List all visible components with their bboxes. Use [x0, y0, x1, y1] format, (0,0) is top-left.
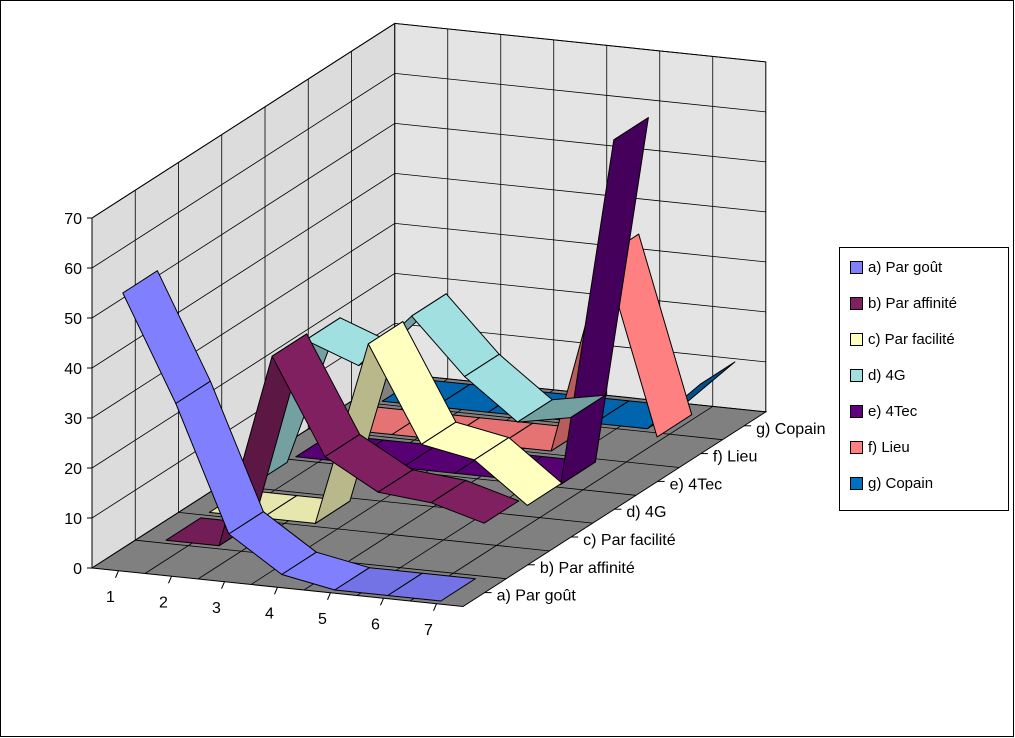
value-tick-label: 10 — [64, 511, 82, 528]
ribbon-segment — [560, 117, 649, 485]
legend-item-g: g) Copain — [850, 473, 933, 493]
category-tick — [274, 587, 278, 595]
category-tick — [115, 570, 119, 578]
legend-swatch-g — [850, 476, 863, 490]
value-tick-label: 50 — [64, 311, 82, 328]
legend-item-f: f) Lieu — [850, 437, 910, 457]
value-tick-label: 0 — [73, 561, 82, 578]
ribbon-segment — [473, 437, 563, 506]
legend-item-c: c) Par facilité — [850, 329, 955, 349]
series-tick-label: f) Lieu — [713, 449, 757, 466]
floor-gridline — [409, 406, 713, 602]
legend-label-f: f) Lieu — [868, 438, 910, 456]
category-tick-label: 5 — [318, 611, 327, 628]
series-tick-label: g) Copain — [756, 421, 825, 438]
category-tick-label: 4 — [265, 605, 274, 622]
floor-depth-gridline — [221, 484, 593, 524]
category-tick-label: 7 — [424, 622, 433, 639]
value-tick-label: 40 — [64, 361, 82, 378]
legend-label-e: e) 4Tec — [868, 402, 918, 420]
legend-label-g: g) Copain — [868, 474, 934, 492]
ribbon-segment — [430, 479, 520, 524]
value-gridline — [91, 72, 766, 269]
legend-swatch-b — [850, 296, 863, 310]
category-tick — [221, 581, 225, 589]
legend: a) Par goût b) Par affinité c) Par facil… — [839, 247, 1009, 511]
legend-swatch-a — [850, 260, 863, 274]
category-tick-label: 6 — [371, 616, 380, 633]
category-tick — [380, 598, 384, 606]
legend-swatch-e — [850, 404, 863, 418]
value-tick-label: 20 — [64, 461, 82, 478]
value-tick-label: 70 — [64, 211, 82, 228]
legend-label-d: d) 4G — [868, 366, 906, 384]
series-tick-label: e) 4Tec — [670, 476, 722, 493]
value-gridline — [91, 172, 766, 369]
series-tick-label: b) Par affinité — [540, 560, 635, 577]
legend-label-c: c) Par facilité — [868, 330, 955, 348]
legend-swatch-d — [850, 368, 863, 382]
category-tick-label: 3 — [212, 600, 221, 617]
legend-label-a: a) Par goût — [868, 258, 943, 276]
category-tick-label: 2 — [159, 594, 168, 611]
legend-item-b: b) Par affinité — [850, 293, 957, 313]
legend-label-b: b) Par affinité — [868, 294, 957, 312]
legend-swatch-c — [850, 332, 863, 346]
value-gridline — [91, 22, 766, 219]
legend-swatch-f — [850, 440, 863, 454]
floor-depth-gridline — [264, 456, 637, 496]
category-tick — [327, 592, 331, 600]
series-tick-label: c) Par facilité — [583, 532, 676, 549]
value-tick-label: 30 — [64, 411, 82, 428]
series-tick-label: a) Par goût — [497, 588, 577, 605]
series-tick-label: d) 4G — [626, 504, 666, 521]
ribbon-segment — [517, 394, 606, 423]
category-tick — [168, 576, 172, 584]
ribbon-segment — [387, 572, 476, 602]
legend-item-a: a) Par goût — [850, 257, 942, 277]
value-tick-label: 60 — [64, 261, 82, 278]
category-tick-label: 1 — [106, 589, 115, 606]
category-tick — [433, 603, 437, 611]
legend-item-d: d) 4G — [850, 365, 906, 385]
legend-item-e: e) 4Tec — [850, 401, 917, 421]
